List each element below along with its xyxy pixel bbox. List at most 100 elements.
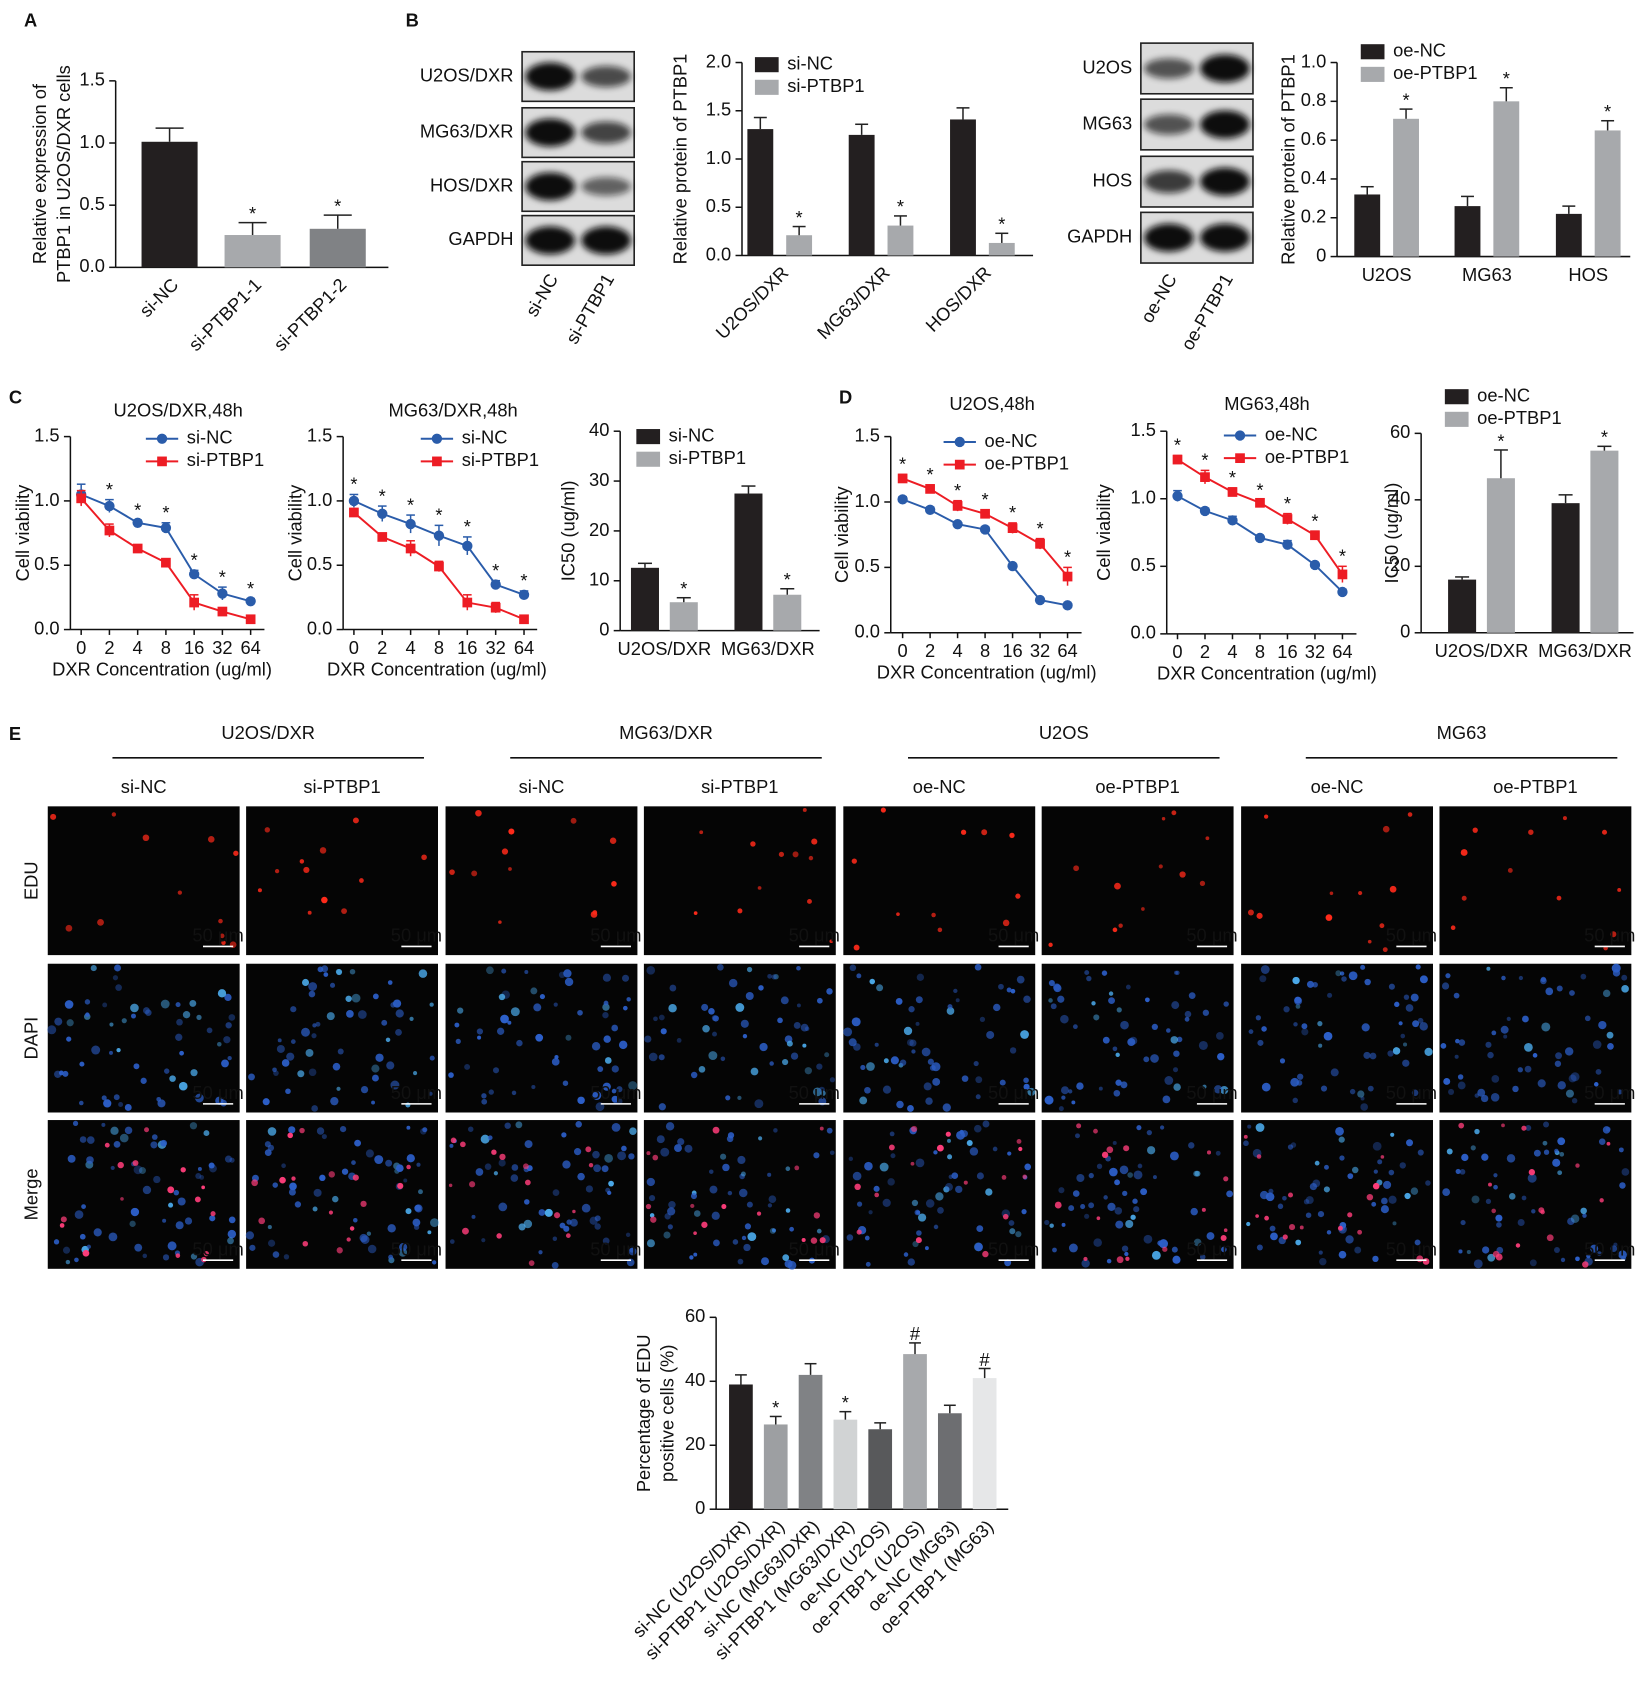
bar (729, 1384, 753, 1510)
y-tick-label: 0.0 (1130, 622, 1155, 643)
cell (1143, 1056, 1150, 1063)
significance-marker: * (492, 560, 499, 581)
cell (824, 1052, 830, 1058)
cell (864, 1235, 870, 1241)
cell (1570, 1072, 1580, 1082)
cell (303, 866, 310, 874)
cell (1061, 1095, 1066, 1100)
cell (133, 1165, 143, 1175)
cell (1540, 977, 1547, 985)
scale-bar-label: 50 μm (1584, 925, 1635, 946)
cell (319, 1174, 326, 1182)
cell (395, 1029, 402, 1036)
cell (1140, 1188, 1148, 1196)
cell (1380, 1205, 1389, 1214)
cell (856, 1229, 862, 1235)
cell (727, 1190, 733, 1196)
cell (646, 1151, 651, 1156)
x-tick-label: 64 (1332, 641, 1352, 662)
cell (1586, 1254, 1591, 1259)
cell (1048, 998, 1053, 1003)
cell (740, 1171, 746, 1177)
cell (207, 836, 215, 843)
cell (1255, 1214, 1259, 1218)
cell (946, 1007, 955, 1015)
y-tick-label: 10 (589, 569, 609, 590)
cell (487, 1135, 493, 1141)
cell (267, 1225, 272, 1230)
cell (412, 1218, 421, 1227)
scale-bar-label: 50 μm (1386, 1238, 1437, 1259)
cell (228, 1216, 236, 1224)
cell (937, 927, 943, 933)
cell (1115, 1052, 1120, 1058)
y-axis-label: Cell viability (831, 486, 852, 584)
cell (81, 1204, 86, 1209)
cell (1044, 1219, 1050, 1226)
cell (1098, 1086, 1103, 1091)
cell (524, 1140, 533, 1149)
cell (496, 1027, 505, 1035)
cell (690, 1203, 695, 1209)
cell (1458, 1249, 1463, 1254)
cell (1176, 1036, 1183, 1043)
cell (720, 1056, 726, 1062)
cell (104, 1142, 110, 1148)
significance-marker: * (520, 570, 527, 591)
cell (319, 847, 327, 854)
cell (118, 1102, 124, 1108)
cell (62, 1070, 69, 1077)
cell (816, 1063, 823, 1070)
point (161, 557, 171, 568)
cell (1297, 1073, 1304, 1080)
cell (1360, 964, 1366, 970)
cell (1361, 1023, 1370, 1032)
blot-row-label: MG63/DXR (420, 120, 514, 141)
cell (390, 1002, 396, 1008)
cell (711, 1211, 720, 1220)
cell (1146, 1129, 1152, 1136)
cell (144, 1127, 150, 1133)
cell (1335, 1126, 1344, 1136)
cell (206, 1027, 213, 1034)
y-tick-label: 0 (1400, 621, 1410, 642)
cell (1072, 1024, 1078, 1030)
y-axis-label: positive cells (%) (657, 1345, 678, 1482)
cell (1108, 997, 1115, 1005)
cell (593, 1164, 602, 1173)
cell (1004, 1259, 1012, 1267)
cell (1243, 1140, 1249, 1147)
cell (523, 1163, 529, 1170)
cell (475, 1168, 484, 1176)
cell (726, 1135, 734, 1143)
cell (1283, 1006, 1290, 1013)
cell (948, 1174, 953, 1179)
cell (1093, 1014, 1100, 1021)
cell (184, 1217, 193, 1225)
cell (528, 1260, 535, 1266)
cell (1125, 1219, 1134, 1228)
row-label: EDU (21, 861, 42, 900)
cell (1159, 1125, 1165, 1130)
cell (1260, 965, 1270, 974)
cell (375, 1053, 384, 1062)
blot-row-label: U2OS/DXR (420, 64, 514, 85)
scale-bar-label: 50 μm (590, 1238, 641, 1259)
cell (196, 1014, 202, 1020)
cell (915, 1021, 920, 1026)
cell (1184, 1016, 1190, 1022)
point (490, 579, 501, 590)
significance-marker: * (162, 502, 169, 523)
cell (1607, 1042, 1614, 1050)
cell (712, 1126, 720, 1134)
cell (1554, 1247, 1560, 1253)
cell (328, 1210, 334, 1215)
cell (1151, 1250, 1161, 1260)
cell (853, 944, 860, 951)
scale-bar-label: 50 μm (1584, 1082, 1635, 1103)
cell (882, 1198, 891, 1207)
legend-swatch (754, 57, 779, 73)
cell (248, 1073, 255, 1081)
point (433, 530, 445, 541)
cell (921, 1047, 931, 1057)
